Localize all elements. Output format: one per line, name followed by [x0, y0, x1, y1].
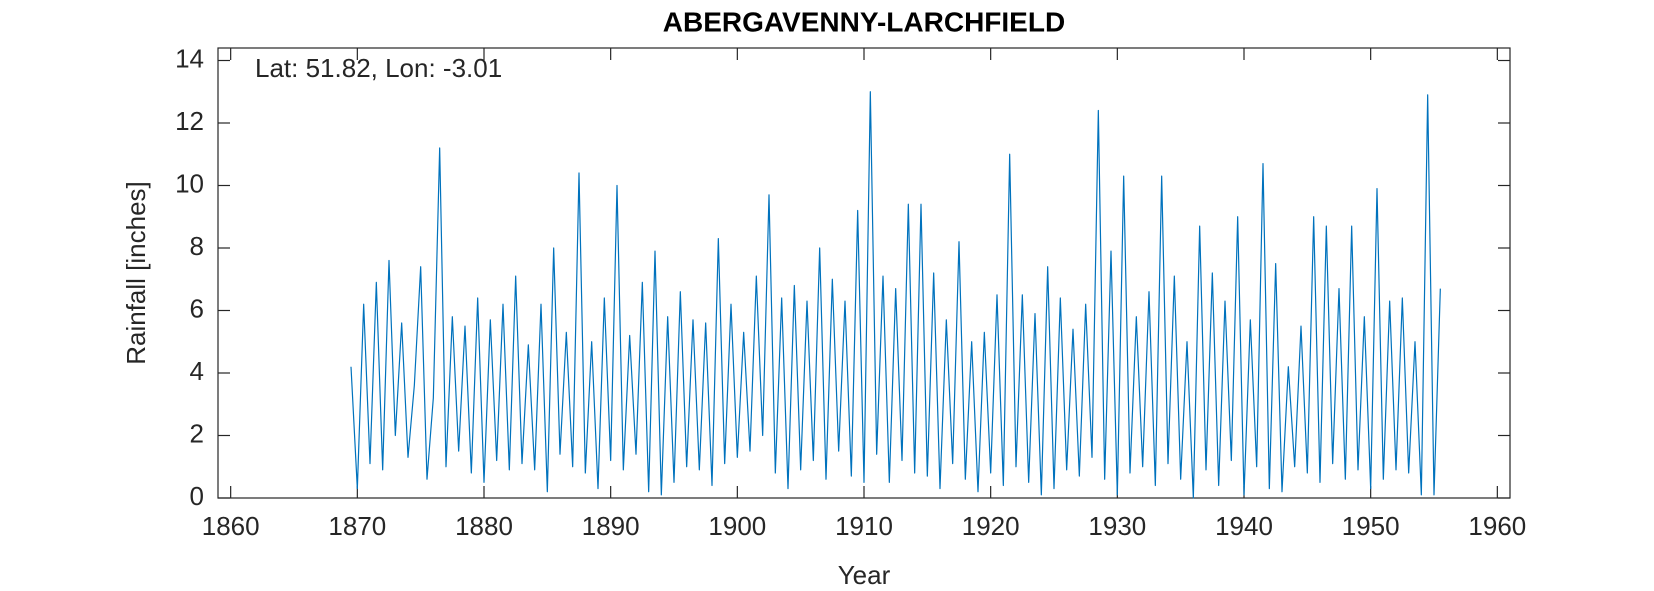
- x-tick-label: 1860: [202, 511, 260, 541]
- x-tick-label: 1900: [708, 511, 766, 541]
- x-tick-label: 1930: [1088, 511, 1146, 541]
- x-tick-label: 1960: [1468, 511, 1526, 541]
- chart-title: ABERGAVENNY-LARCHFIELD: [663, 6, 1065, 37]
- y-tick-label: 10: [175, 168, 204, 198]
- y-tick-label: 0: [190, 481, 204, 511]
- y-axis-label: Rainfall [inches]: [121, 181, 151, 365]
- x-tick-label: 1880: [455, 511, 513, 541]
- plot-frame: [217, 47, 1511, 499]
- y-tick-label: 12: [175, 106, 204, 136]
- y-tick-label: 14: [175, 43, 204, 73]
- x-axis-label: Year: [838, 560, 891, 590]
- y-tick-label: 6: [190, 293, 204, 323]
- annotation: Lat: 51.82, Lon: -3.01: [255, 53, 502, 83]
- x-tick-label: 1870: [328, 511, 386, 541]
- x-tick-label: 1940: [1215, 511, 1273, 541]
- x-tick-label: 1920: [962, 511, 1020, 541]
- x-tick-label: 1890: [582, 511, 640, 541]
- x-tick-label: 1910: [835, 511, 893, 541]
- y-tick-label: 2: [190, 418, 204, 448]
- y-tick-label: 4: [190, 356, 204, 386]
- x-tick-label: 1950: [1342, 511, 1400, 541]
- data-line: [350, 91, 1441, 499]
- y-tick-label: 8: [190, 231, 204, 261]
